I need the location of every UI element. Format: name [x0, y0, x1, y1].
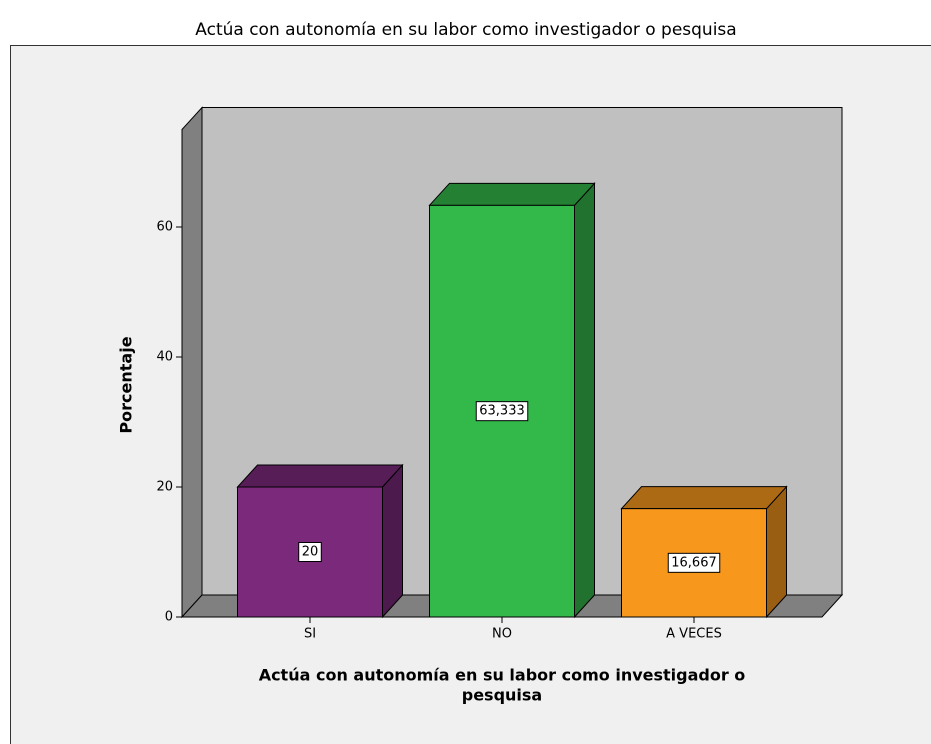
- bar-top: [620, 486, 788, 510]
- x-tick-label: A VECES: [666, 627, 722, 642]
- y-axis-label: Porcentaje: [117, 336, 136, 433]
- x-tick-label: NO: [492, 627, 512, 642]
- bar-top: [428, 182, 596, 206]
- data-label-box: [298, 542, 322, 562]
- bar-top: [236, 464, 404, 488]
- bar-side: [574, 182, 595, 619]
- data-label: 16,667: [671, 555, 717, 570]
- y-tick-label: 60: [156, 220, 173, 235]
- chart-title: Actúa con autonomía en su labor como inv…: [195, 20, 736, 40]
- side-wall: [181, 106, 203, 619]
- bar-side: [382, 463, 403, 619]
- y-tick-label: 40: [156, 350, 173, 365]
- data-label: 20: [302, 545, 319, 560]
- x-axis-label: pesquisa: [462, 686, 542, 705]
- data-label-box: [667, 552, 721, 573]
- x-axis-label: Actúa con autonomía en su labor como inv…: [259, 666, 746, 685]
- data-label-box: [475, 401, 529, 422]
- bar-side: [766, 485, 787, 619]
- data-label: 63,333: [479, 404, 525, 419]
- y-tick-label: 0: [165, 610, 173, 625]
- y-tick-label: 20: [156, 480, 173, 495]
- x-tick-label: SI: [304, 627, 316, 642]
